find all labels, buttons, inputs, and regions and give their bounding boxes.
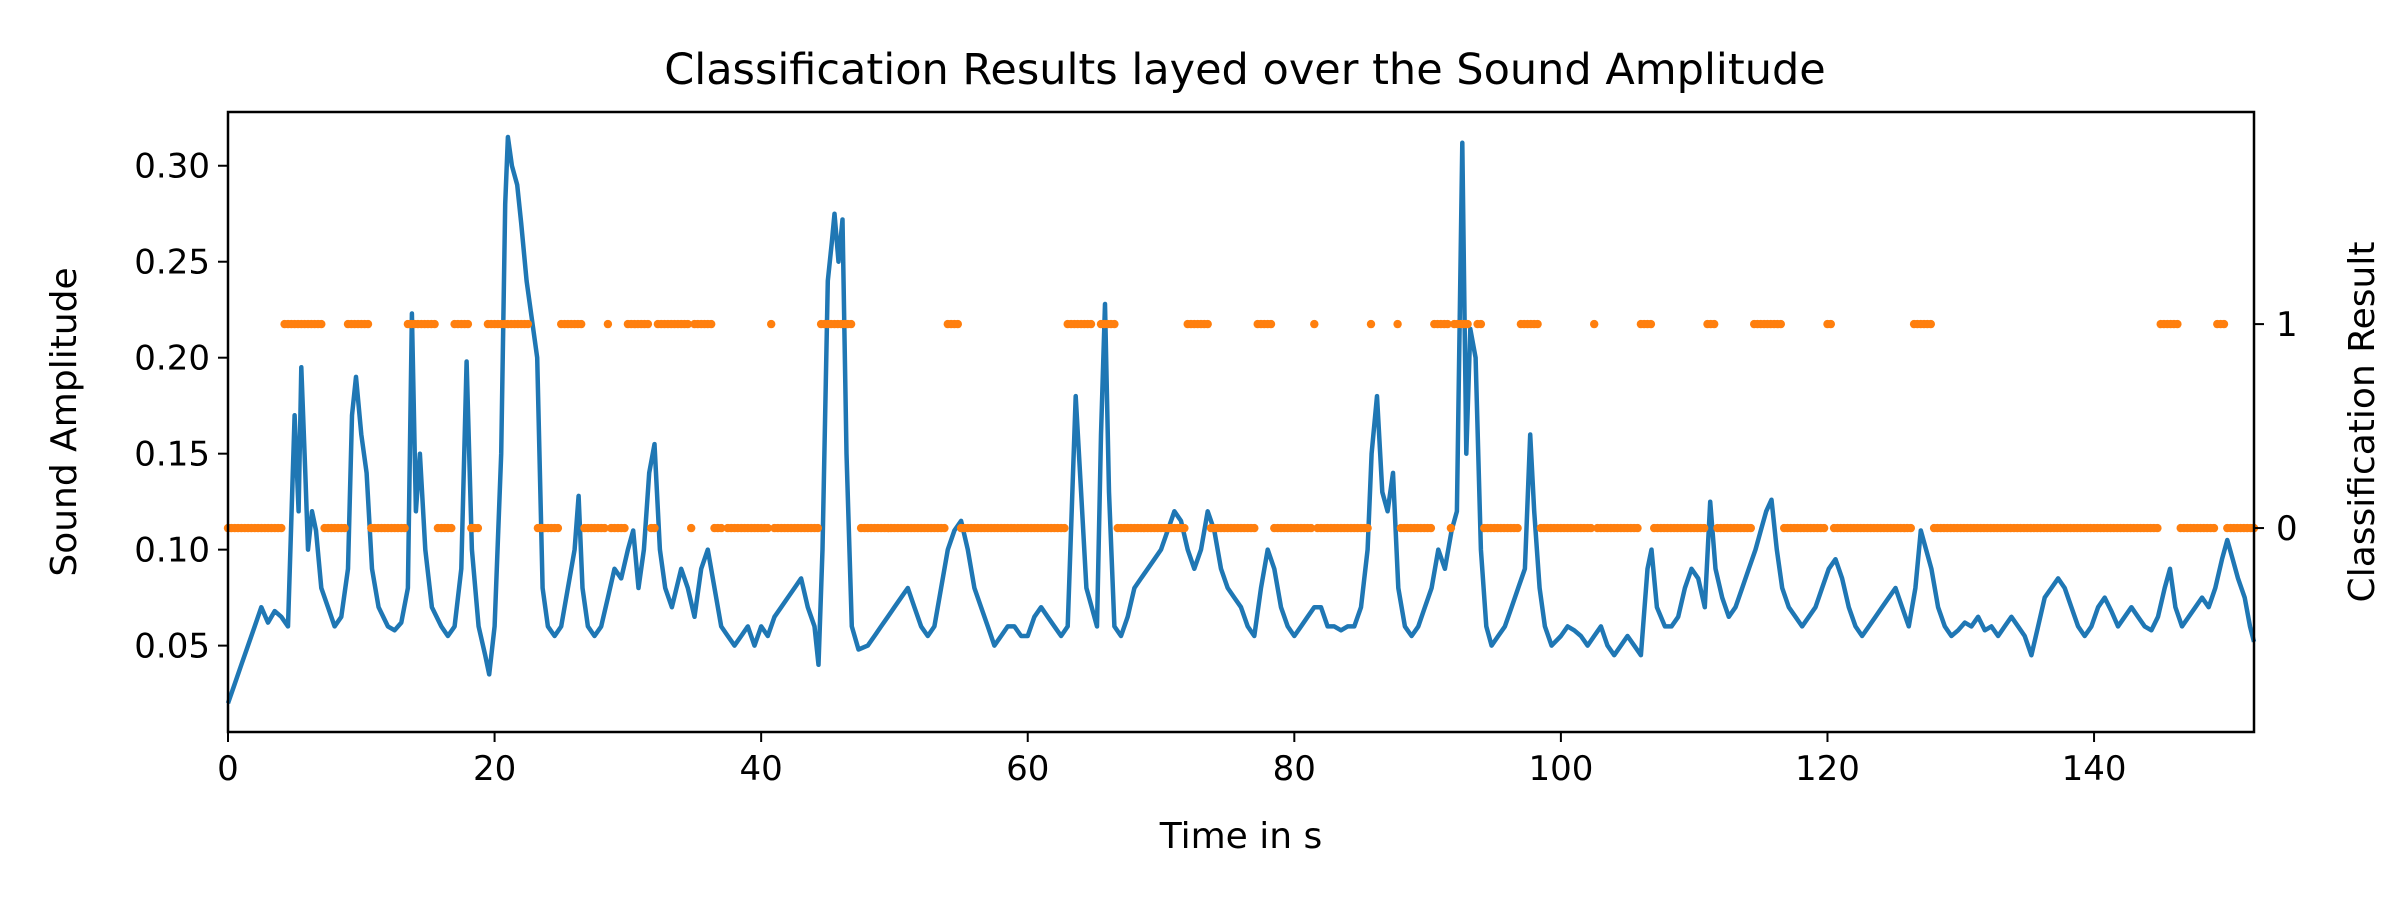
y-tick-label: 0.30 <box>134 147 210 187</box>
classification-point <box>1633 523 1642 533</box>
classification-point <box>400 523 409 533</box>
classification-point <box>1310 319 1319 329</box>
classification-point <box>2209 523 2219 533</box>
x-tick-label: 0 <box>217 749 239 789</box>
classification-point <box>473 523 483 533</box>
y-tick-label: 0.10 <box>134 531 210 571</box>
classification-point <box>846 319 856 329</box>
y-axis-label: Sound Amplitude <box>44 267 85 576</box>
x-tick-label: 140 <box>2062 749 2127 789</box>
classification-point <box>620 523 629 533</box>
classification-point <box>1306 523 1316 533</box>
y-tick-label: 0.25 <box>134 243 210 283</box>
y-tick-label: 0.20 <box>134 339 210 379</box>
x-tick-label: 20 <box>473 749 516 789</box>
classification-point <box>1513 523 1522 533</box>
classification-point <box>2173 319 2182 329</box>
classification-point <box>2153 523 2162 533</box>
classification-point <box>1826 319 1836 329</box>
classification-point <box>523 319 533 329</box>
x-tick-label: 120 <box>1795 749 1860 789</box>
classification-point <box>1363 523 1372 533</box>
classification-point <box>1700 523 1709 533</box>
classification-point <box>447 523 456 533</box>
y-tick-label: 0.15 <box>134 435 210 475</box>
classification-point <box>1110 319 1119 329</box>
x-tick-label: 60 <box>1006 749 1049 789</box>
classification-series <box>223 319 2259 533</box>
y2-tick-label: 1 <box>2276 305 2298 345</box>
classification-point <box>767 319 776 329</box>
classification-point <box>763 523 772 533</box>
classification-point <box>1426 523 1436 533</box>
classification-point <box>1463 319 1472 329</box>
classification-point <box>1443 319 1452 329</box>
x-axis-ticks: 0 20 40 60 80 100 120 140 <box>217 732 2127 789</box>
classification-point <box>650 523 659 533</box>
classification-point <box>1250 523 1259 533</box>
classification-point <box>687 523 696 533</box>
classification-point <box>1366 319 1376 329</box>
classification-point <box>717 523 726 533</box>
x-tick-label: 100 <box>1528 749 1593 789</box>
classification-point <box>1926 319 1936 329</box>
classification-point <box>1180 523 1189 533</box>
plot-frame <box>226 110 2256 734</box>
classification-point <box>1266 319 1276 329</box>
classification-point <box>953 319 962 329</box>
classification-point <box>553 523 563 533</box>
y2-axis-ticks: 01 <box>2254 305 2298 549</box>
amplitude-series <box>225 134 2257 704</box>
classification-point <box>813 523 822 533</box>
classification-point <box>1393 319 1402 329</box>
classification-point <box>1446 523 1456 533</box>
classification-point <box>683 319 692 329</box>
classification-point <box>600 523 609 533</box>
y2-tick-label: 0 <box>2276 509 2298 549</box>
classification-point <box>1533 319 1542 329</box>
classification-point <box>1906 523 1916 533</box>
y2-axis-label: Classification Result <box>2342 242 2383 603</box>
x-axis-label: Time in s <box>1159 816 1323 857</box>
classification-point <box>2219 319 2229 329</box>
classification-point <box>707 319 716 329</box>
plot-area <box>223 134 2259 704</box>
classification-point <box>340 523 349 533</box>
classification-point <box>430 319 439 329</box>
y-tick-label: 0.05 <box>134 627 210 667</box>
classification-point <box>363 319 373 329</box>
classification-point <box>1086 319 1096 329</box>
classification-point <box>1203 319 1212 329</box>
x-tick-label: 80 <box>1273 749 1316 789</box>
y-axis-ticks: 0.05 0.10 0.15 0.20 0.25 0.30 <box>134 147 228 667</box>
classification-point <box>317 319 326 329</box>
chart-title: Classification Results layed over the So… <box>664 45 1826 95</box>
classification-point <box>1060 523 1069 533</box>
classification-point <box>603 319 613 329</box>
x-tick-label: 40 <box>740 749 783 789</box>
classification-point <box>577 319 586 329</box>
classification-point <box>1646 319 1656 329</box>
classification-point <box>1476 319 1486 329</box>
classification-point <box>277 523 286 533</box>
classification-point <box>1776 319 1786 329</box>
classification-point <box>940 523 949 533</box>
classification-point <box>1590 319 1599 329</box>
classification-point <box>1746 523 1756 533</box>
classification-point <box>1586 523 1596 533</box>
classification-point <box>1819 523 1829 533</box>
classification-point <box>1710 319 1719 329</box>
amplitude-line <box>225 134 2257 704</box>
classification-point <box>463 319 473 329</box>
classification-point <box>643 319 653 329</box>
